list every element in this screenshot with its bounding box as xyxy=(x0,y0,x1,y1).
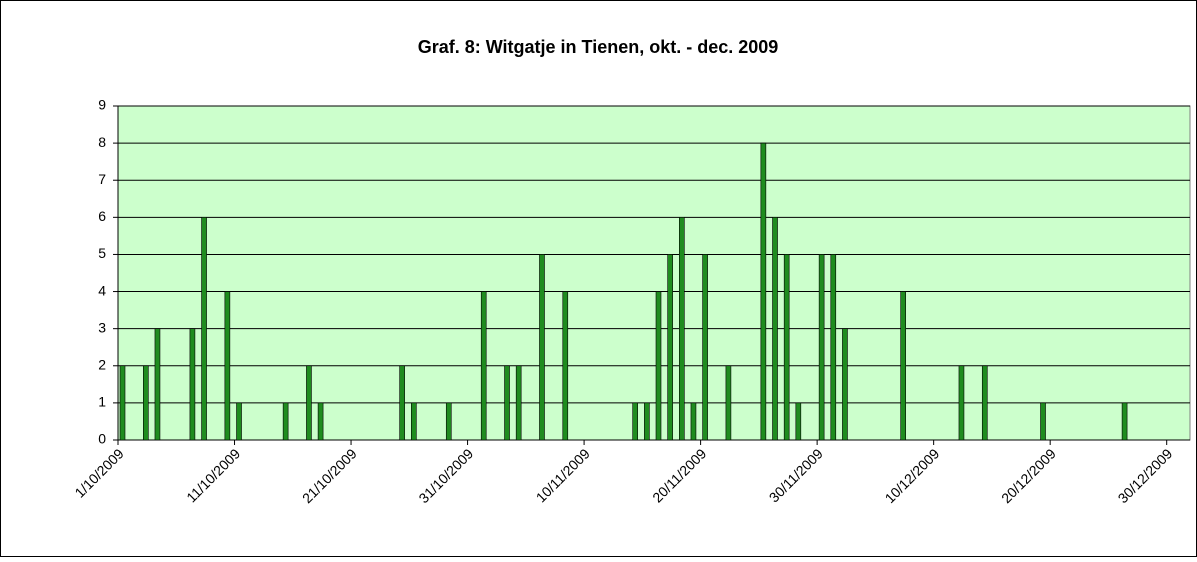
bar xyxy=(154,328,161,441)
bar xyxy=(667,254,673,441)
bar xyxy=(189,328,196,441)
bar xyxy=(562,291,569,441)
bar xyxy=(504,365,510,441)
bar xyxy=(818,254,825,441)
bar xyxy=(539,254,545,441)
bar xyxy=(690,402,697,441)
bar xyxy=(725,365,732,441)
y-tick-label: 8 xyxy=(98,134,106,150)
bar xyxy=(515,365,522,441)
bar xyxy=(399,365,405,441)
bar xyxy=(236,402,242,441)
bar xyxy=(445,402,452,441)
y-tick-label: 4 xyxy=(98,282,106,298)
bar xyxy=(480,291,487,441)
bar xyxy=(795,402,802,441)
bar xyxy=(679,217,685,441)
bar xyxy=(760,142,767,441)
bar xyxy=(1040,402,1046,441)
bar xyxy=(842,328,848,441)
plot-area xyxy=(117,105,1191,441)
y-tick-label: 3 xyxy=(98,319,106,335)
bar xyxy=(655,291,662,441)
bar xyxy=(958,365,965,441)
bar xyxy=(783,254,790,441)
y-tick-label: 0 xyxy=(98,431,106,447)
bar xyxy=(411,402,417,441)
chart-title: Graf. 8: Witgatje in Tienen, okt. - dec.… xyxy=(418,37,779,57)
bar xyxy=(317,402,324,441)
y-tick-label: 7 xyxy=(98,171,106,187)
y-tick-label: 5 xyxy=(98,245,106,261)
bar xyxy=(632,402,638,441)
bar xyxy=(900,291,906,441)
bar xyxy=(644,402,650,441)
bar xyxy=(306,365,312,441)
bar xyxy=(119,365,126,441)
bar xyxy=(1121,402,1128,441)
y-tick-label: 9 xyxy=(98,97,106,113)
bar xyxy=(282,402,289,441)
y-tick-label: 1 xyxy=(98,394,106,410)
bar xyxy=(143,365,149,441)
bar xyxy=(981,365,988,441)
bar xyxy=(224,291,231,441)
y-tick-label: 2 xyxy=(98,356,106,372)
bar xyxy=(772,217,778,441)
bar xyxy=(830,254,837,441)
bar xyxy=(201,217,207,441)
bar xyxy=(702,254,708,441)
y-tick-label: 6 xyxy=(98,208,106,224)
